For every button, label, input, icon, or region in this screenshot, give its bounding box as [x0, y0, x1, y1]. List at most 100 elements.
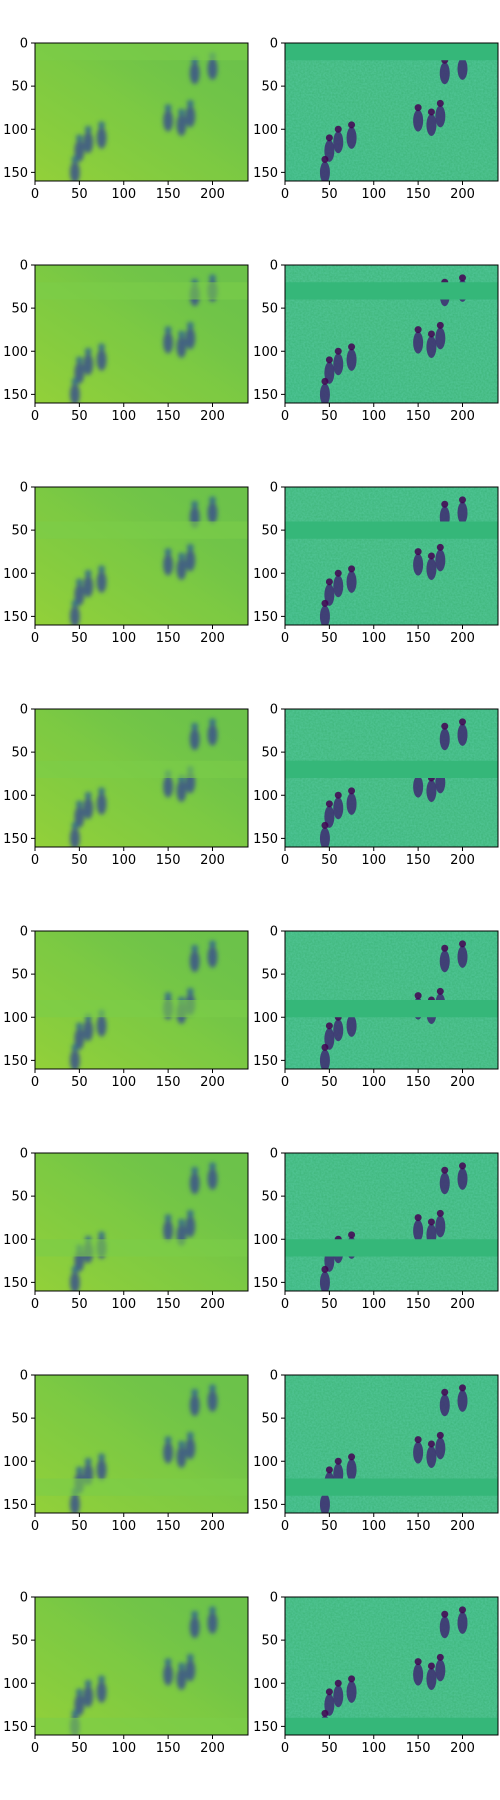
figure-head	[334, 1679, 342, 1687]
figure-mark	[319, 827, 330, 847]
figure-head	[71, 821, 79, 829]
figure-head	[177, 552, 185, 560]
figure-head	[98, 121, 106, 129]
x-tick-label: 200	[200, 1519, 225, 1534]
figure-head	[191, 500, 199, 508]
figure-mark	[207, 1389, 218, 1412]
figure-mark	[96, 792, 107, 815]
y-tick-label: 100	[253, 1455, 278, 1470]
subplot-r2-c0: 0 50 100 150 200 0 50 100 150	[3, 481, 249, 646]
figure-head	[84, 347, 92, 355]
x-tick-label: 0	[281, 187, 289, 202]
figure-mark	[324, 1027, 335, 1050]
axes-frame	[284, 1596, 499, 1736]
figure-head	[348, 787, 356, 795]
figure-head	[98, 787, 106, 795]
figure-mark	[83, 131, 94, 154]
x-tick-label: 150	[156, 187, 181, 202]
subplot-r7-c1: 0 50 100 150 200 0 50 100 150	[253, 1591, 499, 1756]
y-tick-label: 50	[11, 1412, 28, 1427]
figure-head	[348, 1231, 356, 1239]
figure-mark	[439, 1616, 450, 1639]
figure-mark	[69, 827, 80, 847]
axes-frame	[34, 1374, 249, 1514]
y-tick-label: 50	[261, 302, 278, 317]
x-tick-label: 100	[111, 853, 136, 868]
figure-head	[334, 347, 342, 355]
figure-head	[209, 1606, 216, 1614]
x-tick-label: 0	[31, 1075, 39, 1090]
figure-head	[209, 1162, 216, 1170]
figure-head	[459, 496, 466, 504]
figure-head	[414, 1436, 422, 1444]
figure-mark	[207, 1167, 218, 1190]
figure-head	[414, 992, 422, 1000]
figure-mark	[324, 583, 335, 606]
figure-head	[186, 321, 194, 329]
x-tick-label: 50	[71, 631, 88, 646]
figure-head	[191, 1388, 199, 1396]
y-tick-label: 100	[3, 789, 28, 804]
masked-band	[35, 43, 248, 61]
figure-mark	[96, 1680, 107, 1703]
masked-band	[35, 1717, 248, 1735]
figure-mark	[176, 113, 187, 136]
figure-head	[436, 99, 444, 107]
x-tick-label: 50	[321, 187, 338, 202]
x-tick-label: 150	[406, 853, 431, 868]
figure-head	[71, 1043, 79, 1051]
figure-mark	[207, 945, 218, 968]
y-tick-label: 50	[261, 524, 278, 539]
figure-mark	[346, 792, 357, 815]
figure-mark	[163, 553, 174, 576]
figure-mark	[457, 945, 468, 968]
masked-band	[285, 1239, 498, 1257]
figure-head	[209, 718, 216, 726]
figure-head	[186, 543, 194, 551]
figure-head	[84, 569, 92, 577]
figure-mark	[189, 1394, 200, 1417]
figure-mark	[413, 1219, 424, 1242]
figure-mark	[185, 1659, 196, 1682]
x-tick-label: 200	[450, 187, 475, 202]
figure-mark	[457, 1167, 468, 1190]
figure-mark	[74, 805, 85, 828]
figure-mark	[83, 797, 94, 820]
figure-mark	[96, 1458, 107, 1481]
figure-head	[334, 125, 342, 133]
figure-head	[71, 1265, 79, 1273]
masked-band	[285, 1478, 498, 1496]
y-tick-label: 100	[253, 567, 278, 582]
figure-head	[71, 377, 79, 385]
masked-band	[285, 760, 498, 778]
axes-frame	[284, 264, 499, 404]
x-tick-label: 100	[111, 631, 136, 646]
y-tick-label: 0	[270, 259, 278, 274]
axes-frame	[284, 42, 499, 182]
figure-head	[84, 1679, 92, 1687]
x-tick-label: 100	[111, 409, 136, 424]
figure-head	[427, 1218, 435, 1226]
figure-head	[321, 1043, 329, 1051]
figure-mark	[319, 383, 330, 403]
figure-head	[209, 1384, 216, 1392]
x-tick-label: 200	[200, 853, 225, 868]
figure-mark	[83, 353, 94, 376]
axes-frame	[284, 486, 499, 626]
figure-head	[71, 155, 79, 163]
x-tick-label: 200	[200, 1297, 225, 1312]
heatmap-image	[35, 931, 248, 1069]
subplot-r4-c1: 0 50 100 150 200 0 50 100 150	[253, 925, 499, 1090]
figure-mark	[333, 353, 344, 376]
heatmap-image	[285, 931, 498, 1069]
figure-mark	[207, 501, 218, 524]
x-tick-label: 100	[361, 853, 386, 868]
figure-mark	[83, 575, 94, 598]
y-tick-label: 100	[253, 345, 278, 360]
figure-mark	[324, 361, 335, 384]
figure-head	[75, 1466, 83, 1474]
y-tick-label: 50	[261, 1412, 278, 1427]
y-tick-label: 50	[11, 746, 28, 761]
x-tick-label: 100	[361, 1297, 386, 1312]
